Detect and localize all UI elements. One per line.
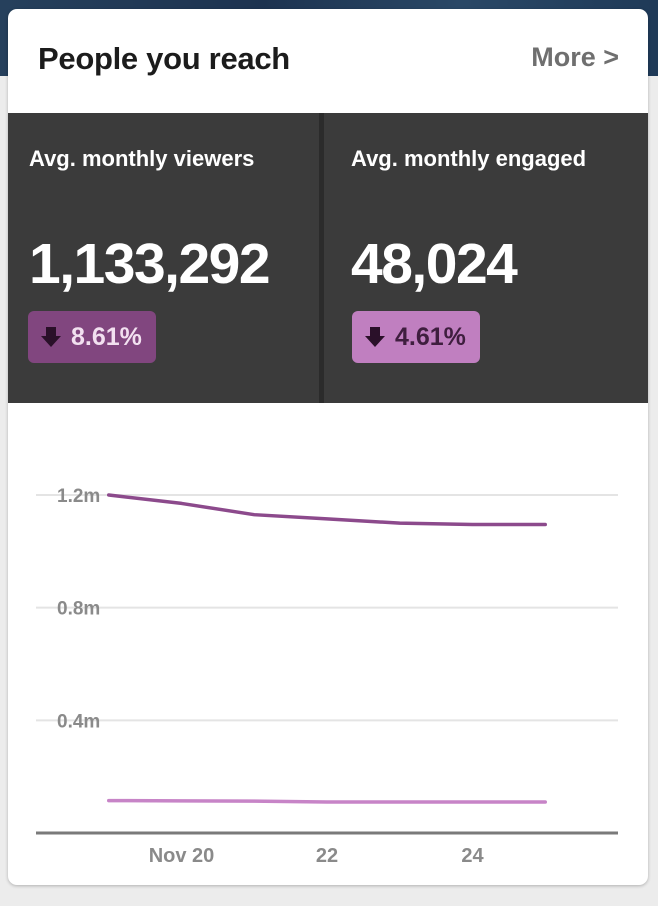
x-tick-label: 22 [316,845,338,867]
stats-panel: Avg. monthly viewers 1,133,292 8.61% Avg… [8,113,648,403]
engaged-series-line [107,798,547,804]
arrow-down-icon [41,327,61,347]
viewers-change-badge: 8.61% [28,311,156,363]
viewers-label: Avg. monthly viewers [29,146,255,171]
reach-line-chart: 0.4m 0.8m 1.2m Nov 20 22 24 [36,486,618,867]
x-tick-label: Nov 20 [149,845,215,867]
engaged-change-badge: 4.61% [352,311,480,363]
viewers-stat[interactable]: Avg. monthly viewers 1,133,292 8.61% [8,113,319,403]
viewers-series-line [107,493,547,527]
engaged-value: 48,024 [351,232,518,296]
engaged-change-value: 4.61% [395,322,466,351]
arrow-down-icon [365,327,385,347]
viewers-change-value: 8.61% [71,322,142,351]
y-tick-label: 1.2m [57,486,100,507]
engaged-stat[interactable]: Avg. monthly engaged 48,024 4.61% [324,113,648,403]
card-header: People you reach More > [8,9,648,113]
x-tick-label: 24 [461,845,484,867]
engaged-label: Avg. monthly engaged [351,146,587,171]
more-link[interactable]: More > [531,42,619,72]
y-tick-label: 0.8m [57,599,100,620]
y-tick-label: 0.4m [57,711,100,732]
reach-chart: 0.4m 0.8m 1.2m Nov 20 22 24 [8,403,648,885]
card-title: People you reach [38,41,290,76]
people-reach-card: People you reach More > Avg. monthly vie… [8,9,648,885]
viewers-value: 1,133,292 [29,232,271,296]
stats-divider [319,113,324,403]
